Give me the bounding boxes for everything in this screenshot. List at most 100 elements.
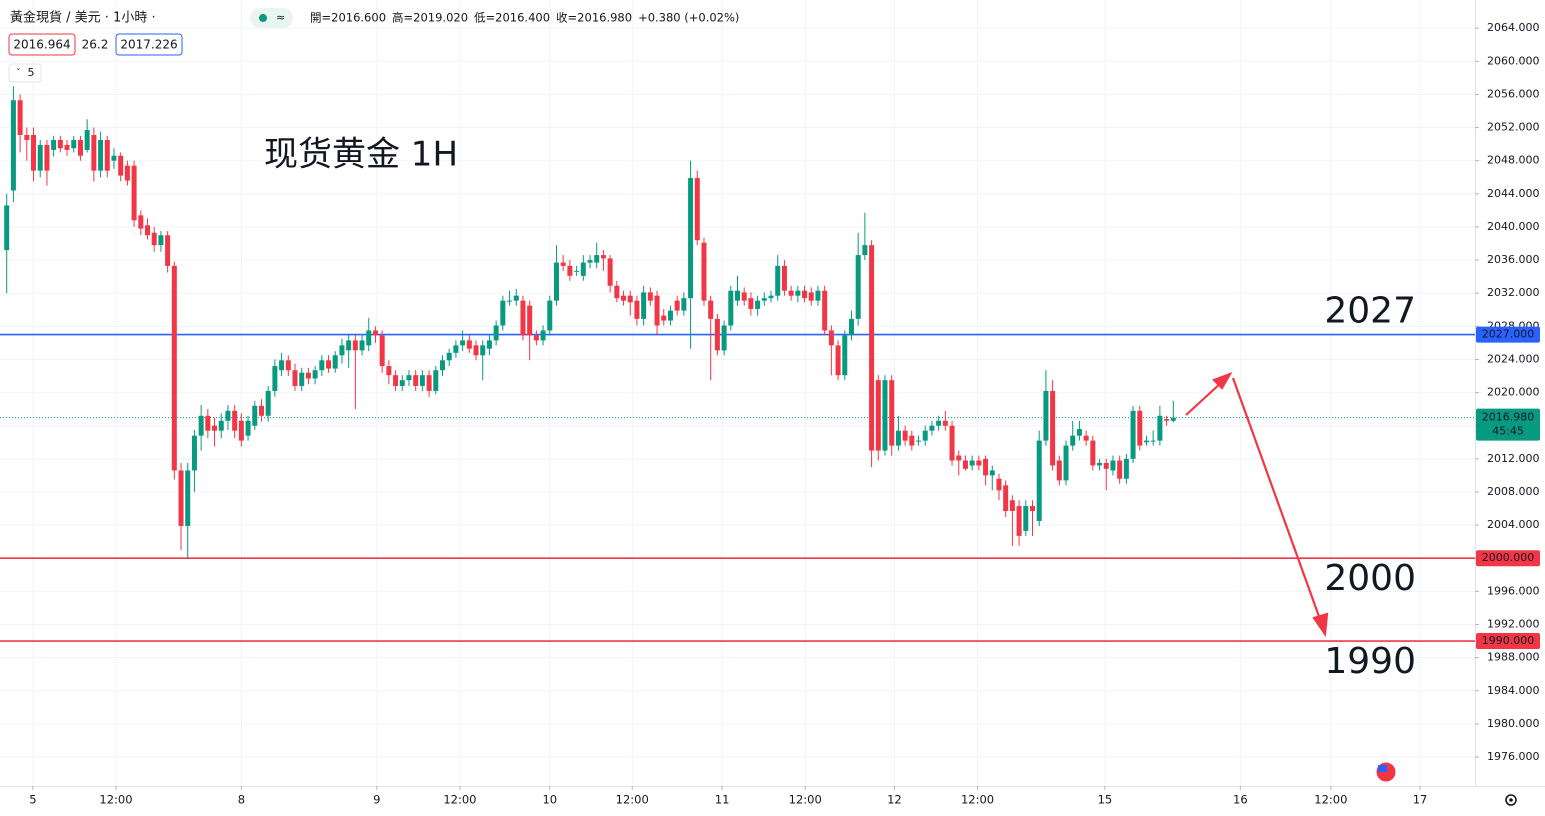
candle-body <box>889 380 895 446</box>
candle-body <box>10 100 16 191</box>
candle-body <box>393 375 399 386</box>
x-tick-label: 12 <box>887 793 902 807</box>
y-tick-label: 2012.000 <box>1487 452 1540 465</box>
candle-body <box>138 215 144 229</box>
candle <box>1030 500 1035 536</box>
candle <box>399 375 405 391</box>
candle <box>1117 455 1123 484</box>
settings-icon[interactable] <box>1505 794 1517 806</box>
candle <box>708 295 714 381</box>
candle <box>587 255 593 269</box>
interval-box[interactable] <box>8 63 42 83</box>
candle <box>701 237 707 306</box>
candle-body <box>507 300 513 302</box>
candle-body <box>842 335 848 376</box>
candle-body <box>1023 506 1029 531</box>
candle <box>17 94 23 153</box>
candle <box>4 193 10 294</box>
gear-center <box>1509 798 1513 802</box>
candle <box>902 425 908 446</box>
candle <box>238 413 244 447</box>
candle <box>205 409 211 439</box>
candle-body <box>145 225 150 236</box>
candle <box>359 334 365 356</box>
candle <box>64 139 70 156</box>
x-tick-label: 8 <box>238 793 245 807</box>
candle <box>1123 453 1129 484</box>
candle-body <box>440 360 445 371</box>
candle-body <box>681 298 687 311</box>
gear[interactable] <box>1505 794 1517 806</box>
level-badge <box>1476 550 1540 567</box>
candle <box>694 170 700 246</box>
candle-body <box>909 435 915 446</box>
candle-body <box>386 366 392 376</box>
bid-box[interactable] <box>8 33 76 56</box>
candle <box>721 320 727 356</box>
candle <box>835 340 841 381</box>
candle <box>889 375 895 456</box>
candle-body <box>674 300 680 311</box>
candle-body <box>540 330 546 341</box>
y-tick-label: 2048.000 <box>1487 154 1540 167</box>
candle <box>567 260 573 281</box>
candle-body <box>815 290 821 301</box>
candle <box>621 290 627 306</box>
candle-body <box>614 285 620 299</box>
candle-body <box>359 340 365 351</box>
candle-body <box>795 290 801 296</box>
candle <box>869 240 875 468</box>
candle <box>98 131 104 178</box>
candle-body <box>828 330 834 346</box>
candle-body <box>473 345 479 356</box>
candle <box>225 405 231 430</box>
arrow-drawing <box>1185 371 1329 638</box>
level-note: 2000 <box>1324 558 1416 599</box>
arrow-up <box>1185 381 1223 416</box>
candle-body <box>326 360 332 369</box>
candle-body <box>1170 417 1176 421</box>
candle-body <box>1157 415 1163 441</box>
ask-box[interactable] <box>115 33 183 56</box>
candle-body <box>205 415 211 431</box>
candle <box>795 285 801 303</box>
candle <box>775 255 781 301</box>
candle-body <box>51 139 57 150</box>
candle <box>788 285 794 301</box>
candle-body <box>299 372 305 386</box>
candle <box>574 265 580 276</box>
y-tick-label: 2032.000 <box>1487 286 1540 299</box>
flag-icon <box>1375 761 1397 783</box>
ohlc: 開=2016.600 高=2019.020 低=2016.400 收=2016.980… <box>310 11 739 25</box>
candle-body <box>111 155 117 161</box>
candle-body <box>694 178 700 241</box>
candle <box>553 245 559 306</box>
x-tick-label: 16 <box>1233 793 1248 807</box>
candle-body <box>1110 460 1116 471</box>
candle <box>91 127 97 182</box>
candle <box>379 330 385 373</box>
candle <box>688 160 694 349</box>
candle-body <box>1150 440 1156 442</box>
candle-body <box>332 355 338 369</box>
candle <box>486 335 492 356</box>
candle <box>31 127 37 182</box>
candle-body <box>131 165 137 221</box>
candle <box>232 405 238 439</box>
candle-body <box>775 265 781 296</box>
y-tick-label: 1976.000 <box>1487 750 1540 763</box>
candle <box>607 255 613 293</box>
candle-body <box>520 300 526 336</box>
candle-body <box>158 235 164 246</box>
y-tick-label: 2020.000 <box>1487 386 1540 399</box>
candle-body <box>533 335 539 341</box>
candle <box>667 305 673 326</box>
candle-body <box>600 255 606 259</box>
candle <box>131 160 137 227</box>
candle-body <box>31 135 37 171</box>
candle <box>57 135 63 153</box>
candle-body <box>721 325 727 351</box>
candle <box>761 292 767 306</box>
candle <box>151 226 157 252</box>
y-tick-label: 1980.000 <box>1487 717 1540 730</box>
